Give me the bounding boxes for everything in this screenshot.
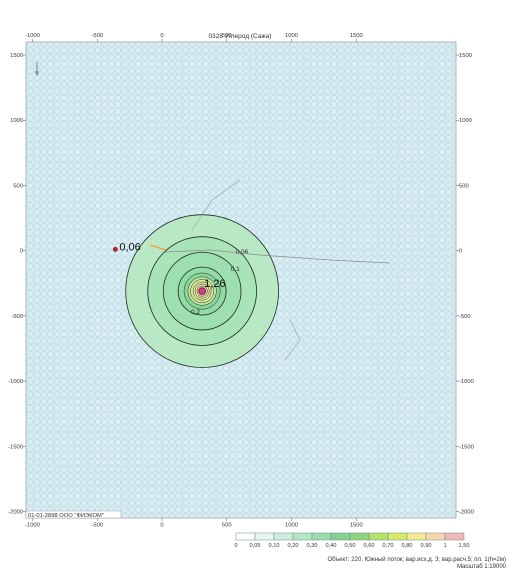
- stamp-box: 01-01-2898 ООО "ФИЭКОМ": [25, 510, 122, 519]
- y-tick-label-right: 500: [459, 183, 469, 189]
- legend-swatch: [349, 532, 370, 541]
- y-tick-label-right: -1000: [459, 379, 474, 385]
- contour-label: 0,1: [231, 266, 240, 273]
- legend-label: 1,50: [459, 543, 470, 549]
- x-tick-label-top: 500: [222, 33, 232, 39]
- north-arrow: N: [35, 62, 39, 76]
- legend-label: 0,20: [288, 543, 299, 549]
- legend-label: 0: [234, 543, 237, 549]
- credit-line-object: Объект: 220. Южный поток; вар.исх.д. 3; …: [327, 557, 507, 563]
- legend-swatch: [330, 532, 351, 541]
- legend-swatch: [292, 532, 313, 541]
- x-tick-label-bottom: 0: [160, 523, 163, 529]
- source-value-label: 1,26: [204, 278, 225, 290]
- axis-ticks: -1000 -1000 -500 -500 0 0 500 500 1000 1000 1500 15…: [8, 33, 474, 529]
- legend-label: 0,60: [364, 543, 375, 549]
- y-tick-label-right: -2000: [459, 509, 474, 515]
- y-tick-label-left: -1500: [8, 444, 23, 450]
- x-tick-label-top: -1000: [25, 33, 40, 39]
- y-tick-label-left: -500: [11, 314, 23, 320]
- legend-label: 0,90: [421, 543, 432, 549]
- legend-label: 0,50: [345, 543, 356, 549]
- receptor-point-marker: [112, 246, 118, 252]
- y-tick-label-right: 1000: [459, 118, 472, 124]
- y-tick-label-left: 500: [13, 183, 23, 189]
- receptor-value-label: 0,06: [119, 241, 140, 253]
- x-tick-label-top: 1500: [350, 33, 363, 39]
- x-tick-label-bottom: 500: [222, 523, 232, 529]
- legend-label: 0,30: [307, 543, 318, 549]
- legend-swatch: [406, 532, 427, 541]
- x-tick-label-top: 0: [160, 33, 163, 39]
- chart-title: 0328 Углерод (Сажа): [208, 33, 271, 40]
- north-label: N: [35, 70, 38, 75]
- legend-label: 0,40: [326, 543, 337, 549]
- legend-label: 0,10: [269, 543, 280, 549]
- y-tick-label-right: -500: [459, 314, 471, 320]
- legend-swatch: [387, 532, 408, 541]
- y-tick-label-left: -2000: [8, 509, 23, 515]
- legend-swatch: [425, 532, 446, 541]
- x-tick-label-bottom: 1500: [350, 523, 363, 529]
- legend-swatch: [273, 532, 294, 541]
- legend-label: 0,80: [402, 543, 413, 549]
- contour-label: 0,06: [236, 249, 249, 256]
- y-tick-label-left: -1000: [8, 379, 23, 385]
- legend-swatch: [311, 532, 332, 541]
- marked-points: 1,26 0,06: [112, 241, 226, 295]
- x-tick-label-bottom: 1000: [285, 523, 298, 529]
- legend-label: 1: [443, 543, 446, 549]
- source-point-marker: [198, 287, 206, 295]
- plot-area: [25, 41, 457, 519]
- contour-label: 0,2: [191, 309, 200, 316]
- legend-swatch: [235, 532, 256, 541]
- legend-label: 0,05: [250, 543, 261, 549]
- x-tick-label-top: 1000: [285, 33, 298, 39]
- x-tick-label-bottom: -500: [91, 523, 103, 529]
- stamp-label: 01-01-2898 ООО "ФИЭКОМ": [28, 513, 104, 519]
- y-tick-label-right: -1500: [459, 444, 474, 450]
- y-tick-label-left: 1500: [10, 53, 23, 59]
- legend-swatch: [444, 532, 465, 541]
- road-lines: [149, 179, 391, 361]
- legend-swatch: [254, 532, 275, 541]
- x-tick-label-top: -500: [91, 33, 103, 39]
- legend-label: 0,70: [383, 543, 394, 549]
- x-tick-label-bottom: -1000: [25, 523, 40, 529]
- y-tick-label-left: 1000: [10, 118, 23, 124]
- color-legend: 0 0,05 0,10 0,20 0,30 0,40 0,50 0,60 0,70 0,80 0,9…: [234, 532, 470, 549]
- map-credit: Объект: 220. Южный поток; вар.исх.д. 3; …: [268, 557, 507, 571]
- y-tick-label-right: 1500: [459, 53, 472, 59]
- legend-swatch: [368, 532, 389, 541]
- y-tick-label-left: 0: [20, 249, 23, 255]
- y-tick-label-right: 0: [459, 249, 462, 255]
- credit-line-scale: Масштаб 1:19000: [456, 564, 506, 570]
